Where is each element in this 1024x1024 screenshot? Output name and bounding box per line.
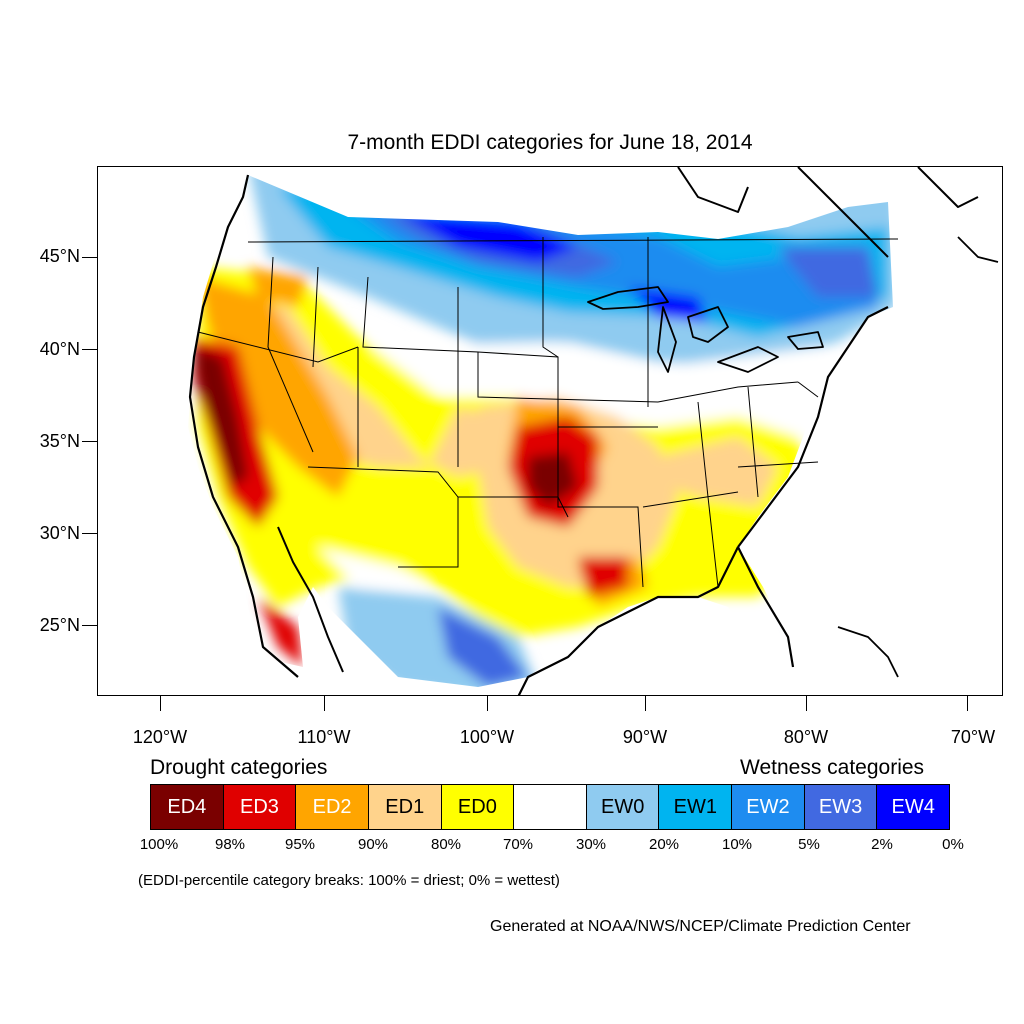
legend-cell-ew4: EW4 <box>877 785 950 829</box>
lat-tick <box>82 441 97 442</box>
lat-label-40: 40°N <box>39 339 80 359</box>
lon-label-100: 100°W <box>459 727 515 747</box>
legend-break: 10% <box>721 836 753 853</box>
legend-cell-ed2: ED2 <box>296 785 369 829</box>
legend-cell-ed4: ED4 <box>151 785 224 829</box>
eddi-map <box>97 166 1003 696</box>
lon-tick <box>806 696 807 711</box>
lon-label-90: 90°W <box>622 727 668 747</box>
legend-cell-neutral <box>514 785 587 829</box>
lat-label-35: 35°N <box>39 431 80 451</box>
legend-label: ED3 <box>240 795 279 818</box>
map-svg <box>188 167 999 695</box>
category-note: (EDDI-percentile category breaks: 100% =… <box>138 872 560 889</box>
legend-label: EW4 <box>891 795 935 818</box>
lon-tick <box>645 696 646 711</box>
lat-tick <box>82 533 97 534</box>
lon-label-110: 110°W <box>297 727 351 747</box>
lat-label-30: 30°N <box>39 523 80 543</box>
lon-label-70: 70°W <box>950 727 996 747</box>
lon-label-80: 80°W <box>783 727 829 747</box>
legend-break: 70% <box>502 836 534 853</box>
lon-tick <box>324 696 325 711</box>
legend-label: EW1 <box>673 795 717 818</box>
legend-cell-ed1: ED1 <box>368 785 442 829</box>
legend-break: 100% <box>139 836 179 853</box>
coastlines <box>188 167 999 695</box>
legend-cell-ew2: EW2 <box>732 785 805 829</box>
legend-break: 98% <box>214 836 246 853</box>
legend-cell-ew1: EW1 <box>659 785 733 829</box>
legend-break: 30% <box>575 836 607 853</box>
category-legend: ED4 ED3 ED2 ED1 ED0 EW0 EW1 EW2 EW3 EW4 <box>150 784 950 830</box>
credit-line: Generated at NOAA/NWS/NCEP/Climate Predi… <box>490 918 911 935</box>
lat-label-25: 25°N <box>39 615 80 635</box>
chart-title: 7-month EDDI categories for June 18, 201… <box>347 131 753 154</box>
legend-label: ED4 <box>167 795 207 818</box>
legend-break: 0% <box>942 836 964 853</box>
legend-break: 90% <box>357 836 389 853</box>
lon-tick <box>487 696 488 711</box>
legend-label: EW2 <box>746 795 790 818</box>
lat-label-45: 45°N <box>39 246 80 266</box>
legend-break: 95% <box>284 836 316 853</box>
legend-break: 20% <box>648 836 680 853</box>
legend-cell-ed3: ED3 <box>223 785 297 829</box>
lat-tick <box>82 349 97 350</box>
lon-tick <box>967 696 968 711</box>
legend-cell-ew0: EW0 <box>586 785 660 829</box>
legend-label: EW3 <box>818 795 863 818</box>
wetness-heading: Wetness categories <box>740 756 925 779</box>
legend-label: ED1 <box>385 795 425 818</box>
lat-tick <box>82 625 97 626</box>
legend-break: 80% <box>430 836 462 853</box>
legend-break: 5% <box>798 836 820 853</box>
drought-heading: Drought categories <box>150 756 328 779</box>
lat-tick <box>82 257 97 258</box>
legend-break: 2% <box>871 836 893 853</box>
lon-label-120: 120°W <box>132 727 188 747</box>
lon-tick <box>160 696 161 711</box>
legend-label: ED2 <box>312 795 352 818</box>
legend-cell-ed0: ED0 <box>441 785 515 829</box>
legend-label: EW0 <box>600 795 645 818</box>
state-borders <box>197 237 899 588</box>
eddi-field <box>188 175 893 687</box>
legend-label: ED0 <box>457 795 497 818</box>
legend-cell-ew3: EW3 <box>804 785 878 829</box>
